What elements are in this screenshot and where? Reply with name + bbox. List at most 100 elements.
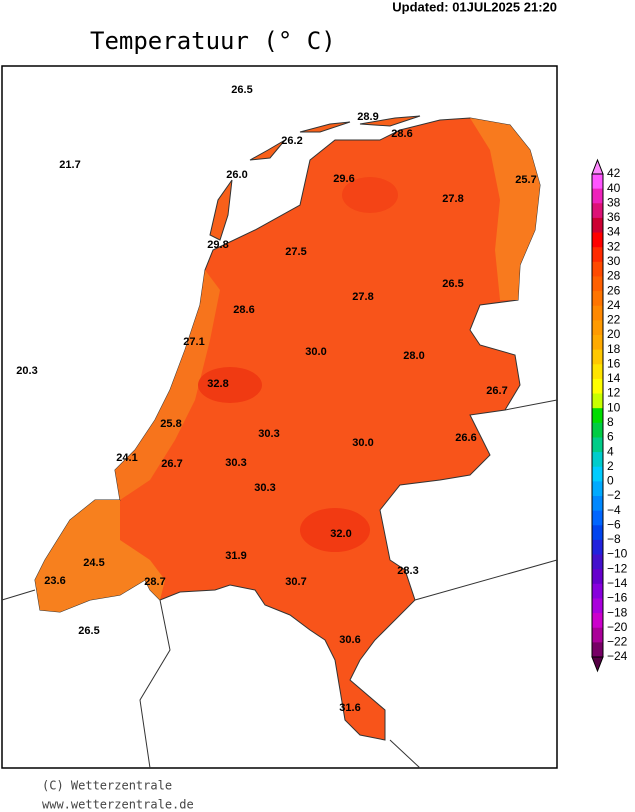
station-value: 26.5: [231, 84, 252, 96]
url: www.wetterzentrale.de: [42, 798, 194, 812]
station-value: 27.1: [183, 336, 204, 348]
colorbar-label: 6: [607, 430, 614, 444]
colorbar-band: [592, 335, 603, 351]
station-value: 29.8: [207, 239, 228, 251]
colorbar-label: 2: [607, 459, 614, 473]
station-value: 26.6: [455, 432, 476, 444]
colorbar-band: [592, 466, 603, 482]
colorbar-band: [592, 247, 603, 263]
colorbar-band: [592, 188, 603, 204]
colorbar-band: [592, 510, 603, 526]
colorbar-band: [592, 422, 603, 438]
east-edge: [470, 118, 540, 300]
colorbar-label: −6: [607, 517, 621, 531]
station-value: 27.5: [285, 246, 306, 258]
colorbar-label: −4: [607, 503, 621, 517]
colorbar-band: [592, 481, 603, 497]
station-value: 26.7: [486, 385, 507, 397]
colorbar-label: −18: [607, 605, 628, 619]
colorbar-label: 10: [607, 400, 621, 414]
hot-spot: [342, 177, 398, 213]
colorbar-band: [592, 305, 603, 321]
island: [299, 121, 351, 133]
colorbar-label: 36: [607, 210, 621, 224]
colorbar-label: −8: [607, 532, 621, 546]
station-value: 23.6: [44, 575, 65, 587]
colorbar-label: 40: [607, 181, 621, 195]
station-value: 27.8: [352, 291, 373, 303]
station-value: 30.3: [258, 428, 279, 440]
colorbar-label: 28: [607, 269, 621, 283]
copyright: (C) Wetterzentrale: [42, 779, 172, 793]
station-value: 28.9: [357, 111, 378, 123]
coast: [115, 270, 220, 500]
colorbar-label: 8: [607, 415, 614, 429]
station-value: 30.3: [254, 482, 275, 494]
colorbar-band: [592, 525, 603, 541]
colorbar-band: [592, 378, 603, 395]
station-value: 20.3: [16, 365, 37, 377]
station-value: 26.0: [226, 169, 247, 181]
colorbar-label: −2: [607, 488, 621, 502]
colorbar-band: [592, 232, 603, 248]
station-value: 30.6: [339, 634, 360, 646]
station-value: 27.8: [442, 193, 463, 205]
station-value: 30.3: [225, 457, 246, 469]
station-value: 30.0: [305, 346, 326, 358]
colorbar-band: [592, 569, 603, 585]
colorbar-label: −24: [607, 649, 628, 663]
colorbar-band: [592, 203, 603, 219]
colorbar-band: [592, 408, 603, 424]
colorbar-bottom: [591, 656, 604, 673]
station-value: 30.7: [285, 576, 306, 588]
station-value: 24.5: [83, 557, 104, 569]
title: Temperatuur (° C): [90, 27, 336, 55]
colorbar-label: 26: [607, 283, 621, 297]
colorbar-label: 16: [607, 356, 621, 370]
colorbar-label: −22: [607, 635, 628, 649]
hot-spot: [198, 367, 262, 403]
colorbar-label: 30: [607, 254, 621, 268]
colorbar-band: [592, 627, 603, 643]
station-value: 25.8: [160, 418, 181, 430]
colorbar-band: [592, 452, 603, 468]
colorbar-label: 42: [607, 166, 621, 180]
colorbar-label: 20: [607, 327, 621, 341]
colorbar-label: 18: [607, 342, 621, 356]
colorbar-label: −20: [607, 620, 628, 634]
colorbar-label: 24: [607, 298, 621, 312]
colorbar-band: [592, 613, 603, 629]
colorbar-label: 12: [607, 386, 621, 400]
station-value: 32.0: [330, 528, 351, 540]
colorbar-band: [592, 393, 603, 409]
colorbar-label: 22: [607, 313, 621, 327]
land: [1, 115, 558, 769]
station-value: 28.0: [403, 350, 424, 362]
station-value: 26.5: [442, 278, 463, 290]
updated: Updated: 01JUL2025 21:20: [392, 0, 557, 14]
station-value: 31.9: [225, 550, 246, 562]
colorbar-top: [591, 158, 604, 175]
colorbar-label: 32: [607, 239, 621, 253]
colorbar-frame: [591, 173, 604, 658]
colorbar-label: 4: [607, 444, 614, 458]
colorbar-band: [592, 261, 603, 277]
station-value: 32.8: [207, 378, 228, 390]
station-value: 28.6: [391, 128, 412, 140]
island: [249, 139, 286, 161]
colorbar-band: [592, 291, 603, 307]
station-value: 25.7: [515, 174, 536, 186]
colorbar-label: 14: [607, 371, 621, 385]
texel: [209, 179, 233, 241]
colorbar-label: 0: [607, 474, 614, 488]
station-value: 28.7: [144, 576, 165, 588]
station-value: 31.6: [339, 702, 360, 714]
colorbar-label: −14: [607, 576, 628, 590]
colorbar-band: [592, 583, 603, 599]
station-value: 24.1: [116, 452, 137, 464]
station-value: 29.6: [333, 173, 354, 185]
colorbar-label: −16: [607, 591, 628, 605]
station-value: 30.0: [352, 437, 373, 449]
zeeland: [35, 500, 165, 612]
